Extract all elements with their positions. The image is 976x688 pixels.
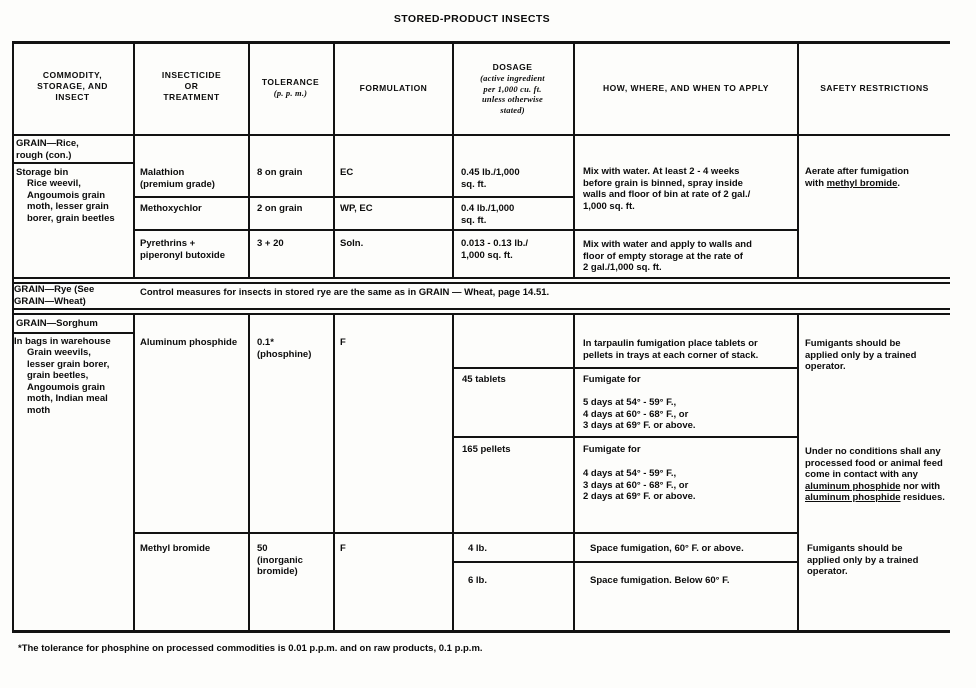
dosage-note: (active ingredient per 1,000 cu. ft. unl… bbox=[480, 73, 545, 115]
sorghum-insects: Grain weevils, lesser grain borer, grain… bbox=[27, 347, 110, 416]
rule-col bbox=[797, 41, 799, 279]
dosage-value: 0.013 - 0.13 lb./ 1,000 sq. ft. bbox=[461, 238, 529, 261]
commodity-rice-title: GRAIN—Rice, rough (con.) bbox=[16, 138, 79, 161]
rule-col bbox=[452, 41, 454, 279]
rule-section-double bbox=[12, 313, 950, 315]
rule-section-double bbox=[12, 282, 950, 284]
rule-top-border bbox=[12, 41, 950, 44]
column-header-tolerance: TOLERANCE (p. p. m.) bbox=[248, 77, 333, 99]
commodity-rye-title: GRAIN—Rye (See GRAIN—Wheat) bbox=[14, 284, 95, 307]
underlined-chemical: aluminum phosphide bbox=[805, 492, 901, 503]
dosage-value: 0.45 lb./1,000 sq. ft. bbox=[461, 167, 520, 190]
column-header-safety: SAFETY RESTRICTIONS bbox=[820, 83, 929, 93]
rule-col bbox=[248, 313, 250, 633]
dosage-value: 165 pellets bbox=[462, 444, 511, 455]
insecticide-name: Malathion (premium grade) bbox=[140, 167, 215, 190]
column-header-how: HOW, WHERE, AND WHEN TO APPLY bbox=[603, 83, 769, 93]
tolerance-value: 8 on grain bbox=[257, 167, 303, 178]
formulation-value: F bbox=[340, 337, 346, 348]
rule-col bbox=[573, 41, 575, 279]
rule-col bbox=[797, 313, 799, 633]
rule-row-sep bbox=[133, 196, 573, 198]
insecticide-name: Methoxychlor bbox=[140, 203, 202, 214]
underlined-chemical: methyl bromide bbox=[826, 177, 898, 189]
rule-col bbox=[133, 41, 135, 279]
rule-row-sep bbox=[452, 367, 797, 369]
commodity-sorghum-title: GRAIN—Sorghum bbox=[16, 318, 98, 329]
how-to-apply: 4 days at 54° - 59° F., 3 days at 60° - … bbox=[583, 468, 696, 502]
column-header-insecticide: INSECTICIDE OR TREATMENT bbox=[161, 70, 222, 102]
rule-bottom-border bbox=[12, 630, 950, 633]
dosage-value: 0.4 lb./1,000 sq. ft. bbox=[461, 203, 515, 226]
safety-restriction: Fumigants should be applied only by a tr… bbox=[805, 338, 917, 372]
dosage-value: 6 lb. bbox=[468, 575, 488, 586]
tolerance-value: 2 on grain bbox=[257, 203, 303, 214]
how-to-apply: Fumigate for bbox=[583, 374, 641, 385]
rule-col bbox=[333, 41, 335, 279]
rule-col bbox=[133, 313, 135, 633]
page-title: STORED-PRODUCT INSECTS bbox=[393, 13, 551, 25]
rye-note: Control measures for insects in stored r… bbox=[140, 287, 550, 298]
rice-storage: Storage bin bbox=[16, 167, 69, 178]
column-header-commodity: COMMODITY, STORAGE, AND INSECT bbox=[37, 70, 108, 102]
how-to-apply: Fumigate for bbox=[583, 444, 641, 455]
rule-rice-label bbox=[12, 162, 133, 164]
formulation-value: WP, EC bbox=[340, 203, 373, 214]
formulation-value: F bbox=[340, 543, 346, 554]
insecticide-name: Methyl bromide bbox=[140, 543, 211, 554]
rule-row-sep bbox=[452, 436, 797, 438]
how-to-apply: 5 days at 54° - 59° F., 4 days at 60° - … bbox=[583, 397, 696, 431]
formulation-value: Soln. bbox=[340, 238, 364, 249]
sorghum-storage: In bags in warehouse bbox=[14, 336, 111, 347]
rule-sorghum-label bbox=[12, 332, 133, 334]
how-to-apply: Mix with water. At least 2 - 4 weeks bef… bbox=[583, 166, 751, 212]
formulation-value: EC bbox=[340, 167, 354, 178]
safety-restriction: Fumigants should be applied only by a tr… bbox=[807, 543, 919, 577]
tolerance-value: 0.1* (phosphine) bbox=[257, 337, 312, 360]
how-to-apply: Space fumigation, 60° F. or above. bbox=[590, 543, 744, 554]
how-to-apply: Space fumigation. Below 60° F. bbox=[590, 575, 730, 586]
column-header-formulation: FORMULATION bbox=[359, 83, 428, 93]
column-header-dosage: DOSAGE (active ingredient per 1,000 cu. f… bbox=[452, 62, 573, 115]
dosage-value: 45 tablets bbox=[462, 374, 506, 385]
rule-section-double bbox=[12, 277, 950, 279]
how-to-apply: Mix with water and apply to walls and fl… bbox=[583, 239, 752, 273]
insecticide-name: Pyrethrins + piperonyl butoxide bbox=[140, 238, 225, 261]
rule-col bbox=[248, 41, 250, 279]
how-to-apply: In tarpaulin fumigation place tablets or… bbox=[583, 338, 759, 361]
footnote: *The tolerance for phosphine on processe… bbox=[18, 643, 483, 654]
rule-header-bottom bbox=[12, 134, 950, 136]
safety-restriction: Under no conditions shall any processed … bbox=[805, 446, 945, 503]
rule-col bbox=[573, 313, 575, 633]
rule-col bbox=[452, 313, 454, 633]
tolerance-value: 3 + 20 bbox=[257, 238, 284, 249]
rice-insects: Rice weevil, Angoumois grain moth, lesse… bbox=[27, 178, 115, 224]
underlined-chemical: aluminum phosphide bbox=[805, 480, 901, 492]
rule-row-sep bbox=[133, 229, 797, 231]
tolerance-value: 50 (inorganic bromide) bbox=[257, 543, 303, 577]
tolerance-units: (p. p. m.) bbox=[273, 88, 308, 98]
rule-section-double bbox=[12, 308, 950, 310]
insecticide-name: Aluminum phosphide bbox=[140, 337, 238, 348]
rule-row-sep bbox=[452, 561, 797, 563]
rule-left-border bbox=[12, 41, 14, 633]
rule-row-sep bbox=[133, 532, 797, 534]
rule-col bbox=[333, 313, 335, 633]
safety-restriction: Aerate after fumigation with methyl brom… bbox=[805, 166, 909, 189]
dosage-value: 4 lb. bbox=[468, 543, 488, 554]
